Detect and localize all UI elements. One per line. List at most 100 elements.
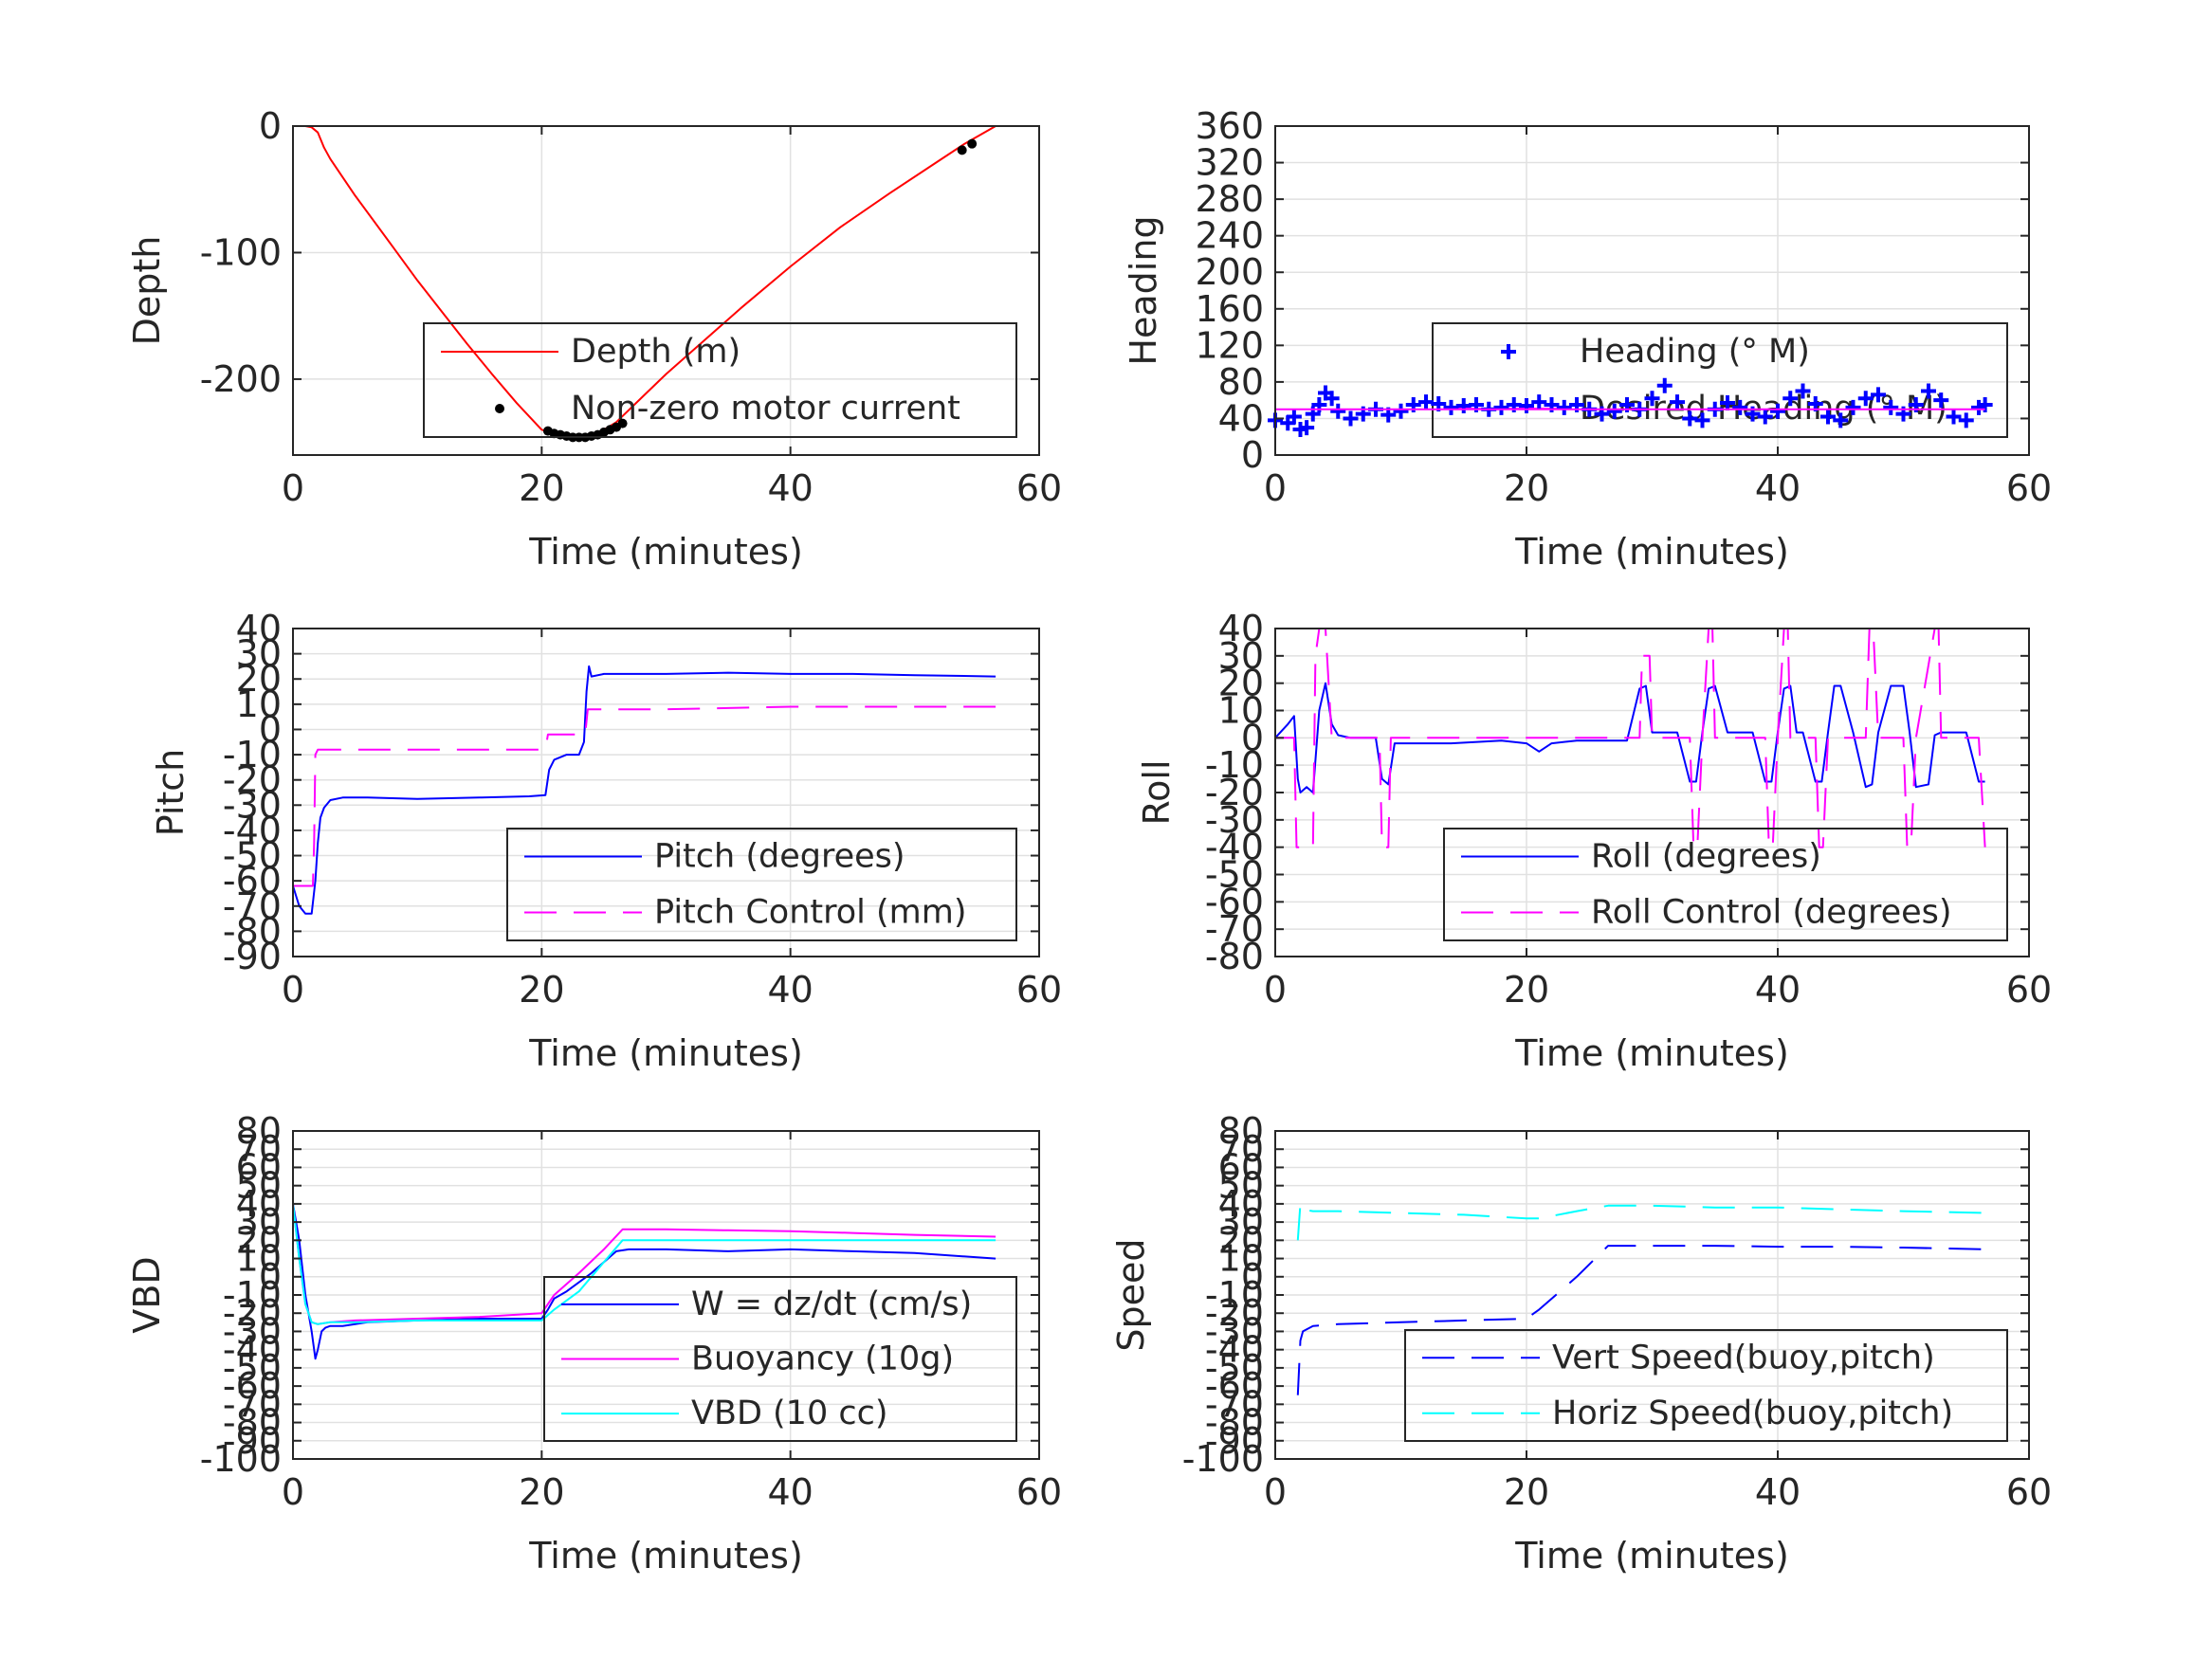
- legend: Depth (m) Non-zero motor current: [423, 322, 1017, 438]
- y-tick-label: 40: [1218, 608, 1264, 649]
- data-point: [1606, 403, 1622, 419]
- series-line: [293, 705, 996, 887]
- axes-box: [292, 628, 1040, 957]
- y-axis-label: Depth: [126, 236, 168, 346]
- legend-label: Horiz Speed(buoy,pitch): [1552, 1395, 1953, 1432]
- y-tick-label: -50: [223, 835, 282, 877]
- panel-depth: -200 -100 0 0 20 40 60 Depth Time (minutes) D…: [126, 105, 1062, 573]
- x-tick-label: 0: [1264, 1471, 1287, 1513]
- y-tick-label: 20: [236, 1219, 282, 1261]
- legend-label: Heading (° M): [1580, 333, 1810, 371]
- y-tick-label: 0: [259, 105, 282, 147]
- data-point: [1324, 391, 1340, 407]
- legend-entry: Vert Speed(buoy,pitch): [1422, 1339, 1935, 1376]
- y-tick-label: 50: [1218, 1165, 1264, 1207]
- series-line: [1296, 1202, 1985, 1241]
- y-tick-label: -20: [1205, 772, 1264, 813]
- panel-heading: Heading (° M) Desired Heading (° M) 0408…: [1123, 105, 2052, 573]
- y-tick-label: -70: [223, 1383, 282, 1425]
- y-tick-label: 60: [1218, 1146, 1264, 1188]
- x-axis-label: Time (minutes): [528, 531, 803, 573]
- x-tick-label: 0: [282, 467, 304, 509]
- x-tick-label: 0: [1264, 969, 1287, 1011]
- data-point: [1946, 409, 1962, 425]
- data-point: [1770, 403, 1785, 419]
- x-tick-label: 20: [519, 467, 564, 509]
- x-tick-label: 40: [767, 969, 813, 1011]
- legend-entry: Non-zero motor current: [495, 390, 960, 428]
- legend-label: Buoyancy (10g): [691, 1340, 954, 1378]
- y-tick-label: -80: [1205, 1402, 1264, 1444]
- x-tick-label: 60: [2006, 467, 2052, 509]
- legend-entry: W = dz/dt (cm/s): [561, 1285, 972, 1323]
- series-line: [1296, 1245, 1985, 1395]
- legend-label: W = dz/dt (cm/s): [691, 1285, 972, 1323]
- data-point: [1921, 383, 1936, 399]
- y-tick-label: 30: [236, 633, 282, 675]
- axes-box: [1274, 125, 2030, 456]
- y-tick-label: 0: [1241, 434, 1264, 476]
- y-tick-label: -100: [1182, 1438, 1264, 1480]
- y-tick-label: 20: [236, 658, 282, 700]
- y-tick-label: -30: [1205, 1310, 1264, 1352]
- data-point: [1343, 410, 1359, 427]
- legend-label: Depth (m): [571, 333, 740, 371]
- y-tick-label: -90: [223, 1420, 282, 1462]
- legend-box: [1404, 1329, 2008, 1442]
- y-tick-label: -90: [223, 936, 282, 977]
- y-tick-label: 80: [236, 1110, 282, 1152]
- y-axis-label: Pitch: [150, 749, 192, 837]
- y-tick-label: 20: [1218, 663, 1264, 704]
- axes-box: [292, 125, 1040, 456]
- y-axis-label: VBD: [126, 1256, 168, 1333]
- y-tick-label: 0: [1241, 1256, 1264, 1298]
- y-tick-label: -40: [223, 1329, 282, 1371]
- data-point: [1493, 399, 1509, 415]
- legend-label: Roll (degrees): [1591, 838, 1821, 876]
- legend-entry: Roll (degrees): [1461, 838, 1821, 876]
- data-point: [1857, 391, 1874, 407]
- legend: Roll (degrees) Roll Control (degrees): [1443, 828, 2008, 941]
- legend-label: Roll Control (degrees): [1591, 894, 1952, 932]
- y-tick-label: -60: [1205, 881, 1264, 922]
- legend-box: [506, 828, 1017, 941]
- y-tick-label: -100: [200, 1438, 282, 1480]
- x-axis-label: Time (minutes): [528, 1535, 803, 1577]
- y-tick-label: -200: [200, 358, 282, 400]
- y-tick-label: 200: [1195, 251, 1264, 293]
- legend-box: [1432, 322, 2008, 438]
- y-axis-label: Speed: [1110, 1238, 1152, 1351]
- data-point: [1519, 397, 1534, 413]
- data-point: [957, 145, 967, 155]
- y-tick-label: 10: [236, 684, 282, 725]
- series-line: [292, 1203, 996, 1360]
- legend-label: Non-zero motor current: [571, 390, 960, 428]
- y-tick-label: 70: [236, 1128, 282, 1170]
- x-tick-label: 60: [1016, 969, 1062, 1011]
- y-tick-label: 240: [1195, 215, 1264, 257]
- data-point: [1286, 409, 1302, 425]
- x-tick-label: 40: [1755, 969, 1801, 1011]
- y-tick-label: -90: [1205, 1420, 1264, 1462]
- legend-label: VBD (10 cc): [691, 1395, 888, 1432]
- legend: Vert Speed(buoy,pitch) Horiz Speed(buoy,…: [1404, 1329, 2008, 1442]
- y-tick-label: 280: [1195, 178, 1264, 220]
- x-axis-label: Time (minutes): [1514, 1032, 1789, 1074]
- data-point: [1656, 377, 1673, 393]
- y-tick-label: 160: [1195, 288, 1264, 330]
- legend: W = dz/dt (cm/s) Buoyancy (10g) VBD (10 …: [543, 1276, 1017, 1442]
- data-point: [1933, 392, 1949, 409]
- x-tick-label: 20: [1504, 1471, 1549, 1513]
- panel-speed: -100-90-80-70-60-50-40-30-20-10010203040…: [1110, 1110, 2052, 1577]
- y-tick-label: -50: [223, 1347, 282, 1389]
- y-tick-label: -40: [1205, 827, 1264, 868]
- y-tick-label: -40: [1205, 1329, 1264, 1371]
- data-point: [967, 138, 978, 149]
- x-tick-label: 40: [767, 467, 813, 509]
- y-tick-label: 360: [1195, 105, 1264, 147]
- x-tick-label: 40: [1755, 467, 1801, 509]
- y-tick-label: 40: [1218, 1183, 1264, 1225]
- legend-sample-marker: [495, 404, 504, 413]
- y-tick-label: -10: [1205, 1274, 1264, 1316]
